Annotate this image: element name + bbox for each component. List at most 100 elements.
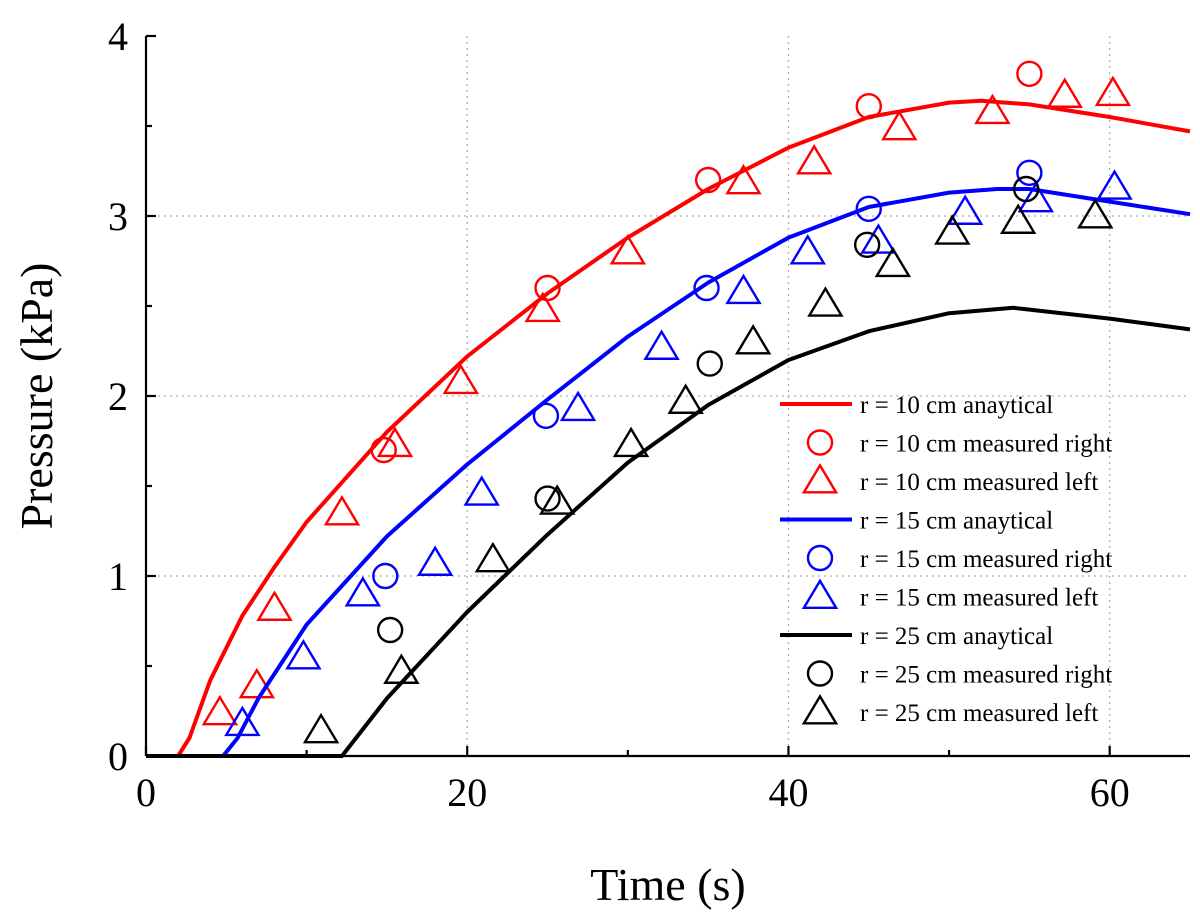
tick-labels: 0 20 40 60 0 1 2 3 4 — [108, 14, 1130, 815]
triangle-marker — [795, 144, 833, 175]
legend-triangle-swatch — [801, 694, 839, 725]
circle-marker — [534, 485, 561, 512]
circle-marker — [696, 350, 723, 377]
circle-marker — [532, 402, 560, 429]
triangle-marker — [474, 541, 512, 573]
triangle-marker — [559, 390, 597, 422]
circle-marker — [855, 195, 882, 223]
legend-label: r = 15 cm measured left — [860, 585, 1098, 612]
triangle-marker — [376, 426, 414, 458]
triangle-marker — [725, 273, 762, 305]
legend-label: r = 15 cm anaytical — [860, 508, 1053, 535]
triangle-marker — [344, 576, 382, 607]
circle-marker — [370, 436, 397, 464]
y-tick-label: 4 — [108, 14, 128, 59]
circle-marker — [694, 166, 722, 194]
legend-entry: r = 15 cm anaytical — [780, 508, 1053, 535]
circle-marker — [693, 274, 720, 302]
triangle-marker — [881, 109, 918, 141]
axes — [144, 34, 1190, 758]
triangle-marker — [285, 639, 322, 670]
legend-entry: r = 10 cm measured left — [801, 463, 1098, 496]
x-tick-label: 40 — [768, 770, 808, 815]
circle-marker — [1012, 175, 1040, 203]
series-r-10-cm-anaytical — [146, 98, 1191, 758]
triangle-marker — [934, 214, 971, 245]
triangle-marker — [1017, 181, 1055, 213]
triangle-marker — [946, 194, 984, 225]
legend-triangle-swatch — [801, 463, 839, 494]
triangle-marker — [416, 545, 454, 576]
legend-circle-swatch — [806, 544, 834, 572]
x-tick-label: 60 — [1090, 770, 1130, 815]
series-r-10-cm-measured-right — [370, 60, 1043, 464]
legend-entry: r = 25 cm measured left — [801, 694, 1098, 727]
circle-marker — [372, 562, 399, 590]
triangle-marker — [612, 426, 650, 458]
y-axis-label: Pressure (kPa) — [11, 263, 62, 530]
triangle-marker — [609, 234, 647, 265]
y-tick-label: 3 — [108, 194, 128, 239]
triangle-marker — [807, 286, 844, 317]
circle-marker — [1016, 159, 1043, 187]
triangle-marker — [224, 705, 261, 737]
y-tick-label: 0 — [108, 734, 128, 779]
triangle-marker — [974, 93, 1011, 125]
y-tick-label: 2 — [108, 374, 128, 419]
series-r-15-cm-anaytical — [146, 187, 1191, 758]
x-tick-label: 20 — [447, 770, 487, 815]
triangle-marker — [643, 329, 680, 360]
triangle-marker — [256, 590, 293, 621]
legend-circle-swatch — [806, 429, 834, 456]
series-line — [146, 187, 1191, 758]
series-line — [146, 305, 1191, 758]
x-tick-label: 0 — [136, 770, 156, 815]
series-r-10-cm-measured-left — [201, 75, 1132, 726]
triangle-marker — [442, 363, 480, 395]
triangle-marker — [860, 223, 897, 254]
legend: r = 10 cm anaytical r = 10 cm measured ri… — [780, 392, 1112, 727]
series-r-15-cm-measured-left — [224, 169, 1133, 737]
triangle-marker — [1096, 169, 1133, 200]
legend-circle-swatch — [806, 660, 834, 687]
triangle-marker — [323, 495, 361, 526]
triangle-marker — [538, 484, 576, 515]
legend-label: r = 10 cm measured right — [860, 431, 1112, 458]
triangle-marker — [1046, 77, 1083, 108]
legend-entry: r = 10 cm measured right — [806, 429, 1112, 458]
triangle-marker — [524, 291, 561, 323]
legend-entry: r = 15 cm measured left — [801, 578, 1098, 612]
triangle-marker — [383, 653, 420, 684]
grid — [146, 36, 1190, 756]
triangle-marker — [463, 475, 500, 506]
series-r-25-cm-measured-right — [376, 175, 1040, 644]
series-r-25-cm-measured-left — [302, 198, 1114, 744]
circle-marker — [853, 231, 881, 259]
legend-triangle-swatch — [801, 578, 839, 610]
circle-marker — [1016, 60, 1043, 88]
triangle-marker — [734, 324, 772, 355]
legend-label: r = 15 cm measured right — [860, 546, 1112, 573]
series-r-15-cm-measured-right — [372, 159, 1043, 590]
series-r-25-cm-anaytical — [146, 305, 1191, 758]
legend-entry: r = 10 cm anaytical — [780, 392, 1053, 419]
triangle-marker — [201, 694, 239, 726]
triangle-marker — [667, 383, 704, 414]
legend-label: r = 25 cm anaytical — [860, 623, 1053, 650]
circle-marker — [376, 616, 404, 644]
plot-series — [146, 60, 1191, 758]
legend-label: r = 25 cm measured left — [860, 700, 1098, 727]
triangle-marker — [1094, 75, 1132, 107]
circle-marker — [855, 92, 882, 120]
series-line — [146, 98, 1191, 758]
legend-entry: r = 25 cm measured right — [806, 660, 1112, 689]
x-axis-label: Time (s) — [590, 859, 746, 910]
legend-label: r = 10 cm anaytical — [860, 392, 1053, 419]
triangle-marker — [874, 246, 912, 278]
legend-label: r = 25 cm measured right — [860, 662, 1112, 689]
triangle-marker — [725, 163, 762, 195]
triangle-marker — [238, 667, 276, 699]
legend-label: r = 10 cm measured left — [860, 469, 1098, 496]
triangle-marker — [1077, 198, 1114, 229]
